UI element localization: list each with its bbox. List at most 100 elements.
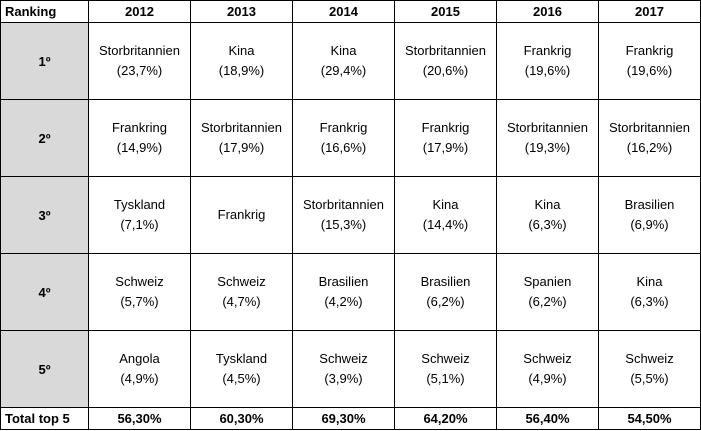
country-name: Schweiz: [319, 351, 368, 366]
country-cell: Storbritannien (23,7%): [88, 22, 191, 100]
total-row: Total top 5 56,30% 60,30% 69,30% 64,20% …: [0, 407, 701, 430]
table-row: 1º Storbritannien (23,7%) Kina (18,9%) Kina (2…: [0, 22, 701, 100]
share-percent: (4,2%): [324, 294, 363, 309]
country-cell: Storbritannien (15,3%): [292, 176, 395, 254]
country-name: Schweiz: [625, 351, 674, 366]
country-cell: Schweiz (5,1%): [394, 330, 497, 408]
country-cell: Frankrig (19,6%): [496, 22, 599, 100]
country-name: Brasilien: [318, 274, 369, 289]
share-percent: (17,9%): [422, 140, 469, 155]
country-cell: Kina (6,3%): [598, 253, 701, 331]
country-name: Brasilien: [420, 274, 471, 289]
share-percent: (19,6%): [626, 63, 673, 78]
country-name: Schweiz: [523, 351, 572, 366]
country-cell: Tyskland (4,5%): [190, 330, 293, 408]
country-cell: Storbritannien (16,2%): [598, 99, 701, 177]
country-name: Schweiz: [421, 351, 470, 366]
share-percent: (5,1%): [426, 371, 465, 386]
header-year: 2015: [394, 0, 497, 23]
country-cell: Schweiz (4,9%): [496, 330, 599, 408]
country-cell: Storbritannien (19,3%): [496, 99, 599, 177]
total-value: 56,40%: [496, 407, 599, 430]
header-year: 2016: [496, 0, 599, 23]
country-cell: Kina (6,3%): [496, 176, 599, 254]
country-name: Frankrig: [625, 43, 674, 58]
country-name: Spanien: [523, 274, 572, 289]
total-label: Total top 5: [0, 407, 89, 430]
country-cell: Spanien (6,2%): [496, 253, 599, 331]
share-percent: (5,7%): [120, 294, 159, 309]
country-name: Frankring: [112, 120, 167, 135]
country-name: Storbritannien: [609, 120, 690, 135]
country-name: Storbritannien: [507, 120, 588, 135]
share-percent: (4,5%): [222, 371, 261, 386]
table-row: 5º Angola (4,9%) Tyskland (4,5%) Schweiz (3,9%…: [0, 330, 701, 408]
country-name: Tyskland: [215, 351, 268, 366]
rank-label: 4º: [0, 253, 89, 331]
country-cell: Frankrig (16,6%): [292, 99, 395, 177]
header-year: 2014: [292, 0, 395, 23]
country-cell: Schweiz (3,9%): [292, 330, 395, 408]
country-cell: Brasilien (4,2%): [292, 253, 395, 331]
share-percent: (14,4%): [422, 217, 469, 232]
header-year: 2013: [190, 0, 293, 23]
share-percent: (16,6%): [320, 140, 367, 155]
country-name: Frankrig: [421, 120, 470, 135]
total-value: 56,30%: [88, 407, 191, 430]
share-percent: (29,4%): [320, 63, 367, 78]
country-cell: Storbritannien (20,6%): [394, 22, 497, 100]
country-cell: Frankrig (19,6%): [598, 22, 701, 100]
share-percent: (6,3%): [630, 294, 669, 309]
header-year: 2017: [598, 0, 701, 23]
country-cell: Brasilien (6,2%): [394, 253, 497, 331]
total-value: 69,30%: [292, 407, 395, 430]
table-row: 4º Schweiz (5,7%) Schweiz (4,7%) Brasilien (4,…: [0, 253, 701, 331]
header-row: Ranking 2012 2013 2014 2015 2016 2017: [0, 0, 701, 23]
country-name: Kina: [330, 43, 357, 58]
rank-label: 5º: [0, 330, 89, 408]
country-cell: Frankrig: [190, 176, 293, 254]
rank-label: 2º: [0, 99, 89, 177]
share-percent: (6,9%): [630, 217, 669, 232]
share-percent: (4,9%): [120, 371, 159, 386]
total-value: 60,30%: [190, 407, 293, 430]
share-percent: (15,3%): [320, 217, 367, 232]
country-cell: Brasilien (6,9%): [598, 176, 701, 254]
country-name: Angola: [119, 351, 160, 366]
country-name: Brasilien: [624, 197, 675, 212]
share-percent: (7,1%): [120, 217, 159, 232]
country-name: Storbritannien: [201, 120, 282, 135]
country-cell: Tyskland (7,1%): [88, 176, 191, 254]
share-percent: (17,9%): [218, 140, 265, 155]
share-percent: (16,2%): [626, 140, 673, 155]
country-cell: Kina (18,9%): [190, 22, 293, 100]
header-ranking: Ranking: [0, 0, 89, 23]
rank-label: 1º: [0, 22, 89, 100]
total-value: 64,20%: [394, 407, 497, 430]
share-percent: (4,9%): [528, 371, 567, 386]
share-percent: (14,9%): [116, 140, 163, 155]
share-percent: (6,3%): [528, 217, 567, 232]
country-name: Storbritannien: [99, 43, 180, 58]
country-name: Kina: [636, 274, 663, 289]
share-percent: (3,9%): [324, 371, 363, 386]
share-percent: (19,6%): [524, 63, 571, 78]
share-percent: (6,2%): [426, 294, 465, 309]
country-cell: Schweiz (5,5%): [598, 330, 701, 408]
country-cell: Angola (4,9%): [88, 330, 191, 408]
country-name: Frankrig: [319, 120, 368, 135]
country-name: Kina: [432, 197, 459, 212]
country-cell: Schweiz (4,7%): [190, 253, 293, 331]
country-name: Storbritannien: [303, 197, 384, 212]
country-name: Kina: [534, 197, 561, 212]
country-cell: Kina (14,4%): [394, 176, 497, 254]
country-name: Kina: [228, 43, 255, 58]
total-value: 54,50%: [598, 407, 701, 430]
share-percent: (23,7%): [116, 63, 163, 78]
header-year: 2012: [88, 0, 191, 23]
country-name: Tyskland: [113, 197, 166, 212]
country-name: Schweiz: [217, 274, 266, 289]
share-percent: (4,7%): [222, 294, 261, 309]
country-name: Schweiz: [115, 274, 164, 289]
